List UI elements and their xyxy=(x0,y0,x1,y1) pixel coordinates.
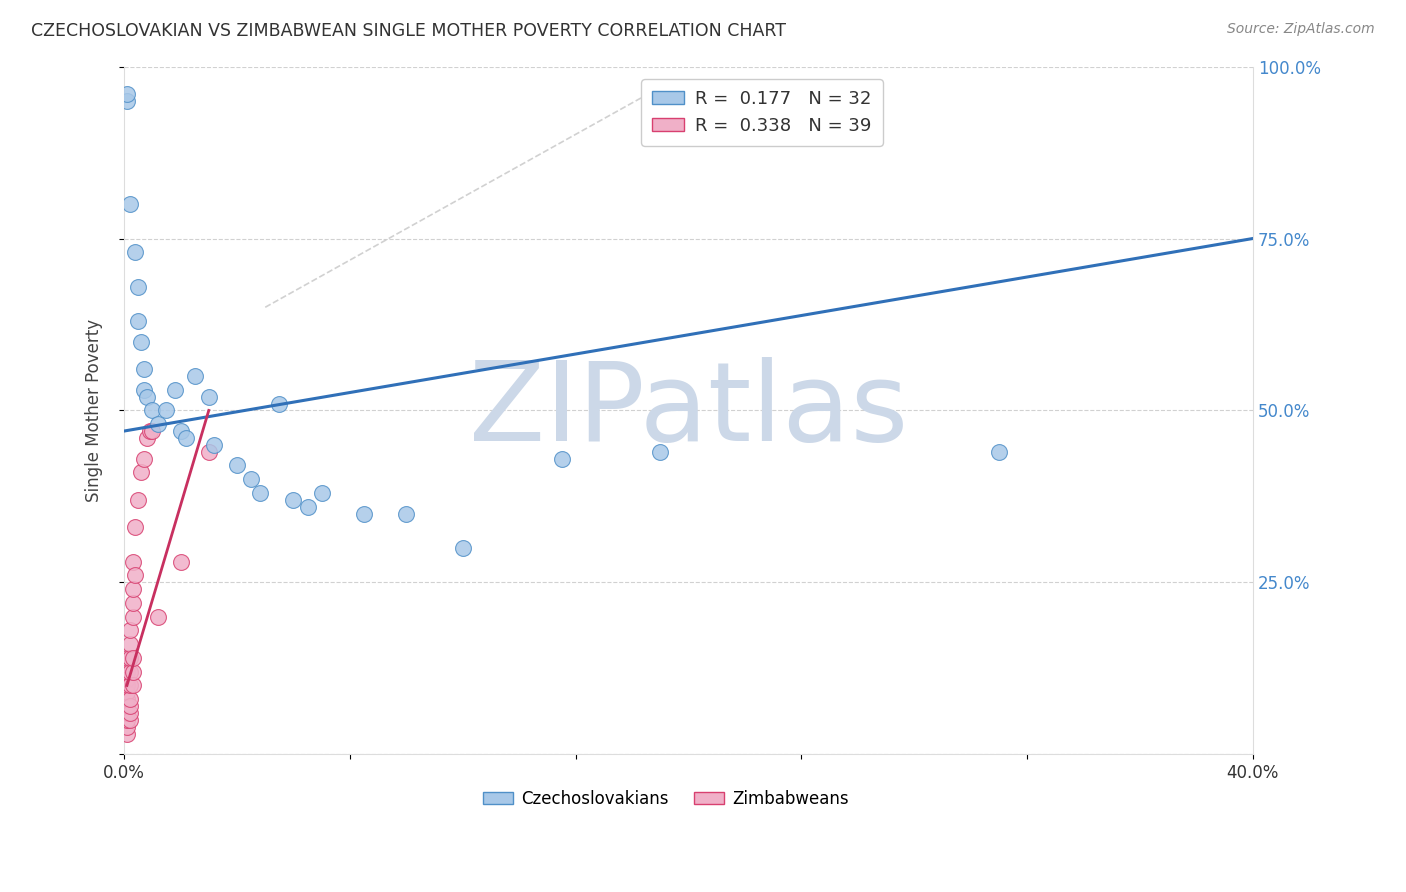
Point xyxy=(115,720,138,734)
Point xyxy=(129,465,152,479)
Point xyxy=(135,431,157,445)
Point xyxy=(115,672,138,686)
Point xyxy=(146,417,169,432)
Point xyxy=(127,314,149,328)
Point xyxy=(115,706,138,720)
Point xyxy=(129,334,152,349)
Point xyxy=(451,541,474,555)
Text: CZECHOSLOVAKIAN VS ZIMBABWEAN SINGLE MOTHER POVERTY CORRELATION CHART: CZECHOSLOVAKIAN VS ZIMBABWEAN SINGLE MOT… xyxy=(31,22,786,40)
Point xyxy=(115,726,138,740)
Point xyxy=(115,699,138,714)
Point xyxy=(124,568,146,582)
Point xyxy=(127,492,149,507)
Point xyxy=(115,94,138,108)
Point xyxy=(121,651,143,665)
Point xyxy=(311,486,333,500)
Text: ZIPatlas: ZIPatlas xyxy=(468,357,908,464)
Point xyxy=(141,403,163,417)
Point xyxy=(269,396,291,410)
Point xyxy=(138,424,160,438)
Text: Source: ZipAtlas.com: Source: ZipAtlas.com xyxy=(1227,22,1375,37)
Point xyxy=(297,500,319,514)
Point xyxy=(169,555,191,569)
Legend: Czechoslovakians, Zimbabweans: Czechoslovakians, Zimbabweans xyxy=(477,783,855,814)
Point xyxy=(118,692,141,706)
Point xyxy=(135,390,157,404)
Point xyxy=(115,657,138,672)
Point xyxy=(121,555,143,569)
Point xyxy=(118,699,141,714)
Point xyxy=(118,706,141,720)
Point xyxy=(115,685,138,699)
Point xyxy=(395,507,418,521)
Point xyxy=(124,520,146,534)
Point xyxy=(141,424,163,438)
Point xyxy=(118,624,141,638)
Point xyxy=(550,451,572,466)
Point xyxy=(169,424,191,438)
Point xyxy=(146,609,169,624)
Point xyxy=(249,486,271,500)
Point xyxy=(118,637,141,651)
Point xyxy=(118,665,141,679)
Y-axis label: Single Mother Poverty: Single Mother Poverty xyxy=(86,318,103,502)
Point xyxy=(118,651,141,665)
Point xyxy=(132,383,155,397)
Point xyxy=(132,362,155,376)
Point xyxy=(121,582,143,597)
Point xyxy=(132,451,155,466)
Point xyxy=(197,444,219,458)
Point xyxy=(174,431,197,445)
Point xyxy=(118,197,141,211)
Point xyxy=(121,678,143,692)
Point xyxy=(115,651,138,665)
Point xyxy=(127,279,149,293)
Point xyxy=(115,692,138,706)
Point xyxy=(197,390,219,404)
Point xyxy=(115,678,138,692)
Point xyxy=(121,596,143,610)
Point xyxy=(353,507,375,521)
Point xyxy=(121,665,143,679)
Point xyxy=(987,444,1010,458)
Point xyxy=(283,492,305,507)
Point xyxy=(118,678,141,692)
Point xyxy=(121,609,143,624)
Point xyxy=(240,472,263,486)
Point xyxy=(226,458,249,473)
Point xyxy=(115,87,138,101)
Point xyxy=(115,713,138,727)
Point xyxy=(163,383,186,397)
Point xyxy=(650,444,672,458)
Point xyxy=(183,369,205,384)
Point xyxy=(204,438,226,452)
Point xyxy=(118,713,141,727)
Point xyxy=(124,245,146,260)
Point xyxy=(155,403,177,417)
Point xyxy=(115,665,138,679)
